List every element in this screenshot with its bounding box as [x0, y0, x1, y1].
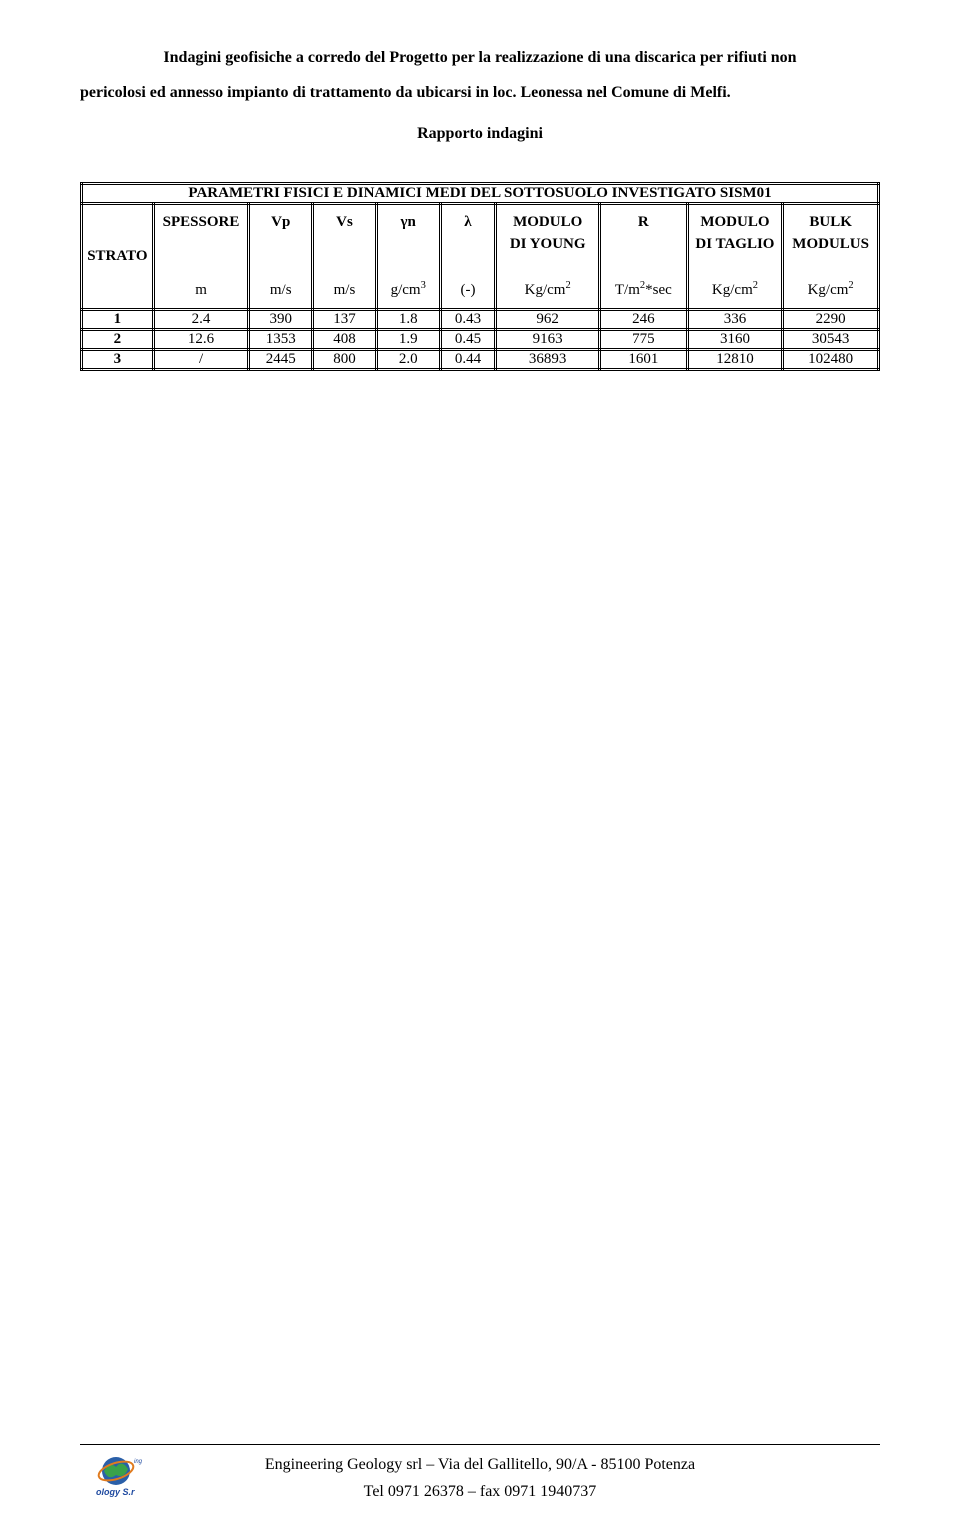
col-lambda-unit: (-) [442, 279, 495, 302]
col-strato-label: STRATO [83, 245, 152, 268]
cell-young: 9163 [496, 329, 600, 349]
cell-vp: 2445 [249, 349, 313, 369]
col-young-label2: DI YOUNG [497, 233, 598, 256]
cell-bulk: 2290 [783, 309, 879, 329]
cell-vs: 800 [313, 349, 377, 369]
table-row: 212.613534081.90.459163775316030543 [82, 329, 879, 349]
cell-vp: 1353 [249, 329, 313, 349]
svg-text:ology S.r: ology S.r [96, 1487, 135, 1497]
document-header: Indagini geofisiche a corredo del Proget… [80, 40, 880, 152]
cell-r: 775 [599, 329, 687, 349]
table-title-row: PARAMETRI FISICI E DINAMICI MEDI DEL SOT… [82, 183, 879, 203]
col-lambda-label: λ [442, 211, 495, 234]
col-strato: STRATO [82, 203, 154, 309]
cell-bulk: 30543 [783, 329, 879, 349]
cell-young: 36893 [496, 349, 600, 369]
cell-gamma_n: 2.0 [376, 349, 440, 369]
cell-taglio: 12810 [687, 349, 783, 369]
col-young-label1: MODULO [497, 211, 598, 234]
header-line-3: Rapporto indagini [80, 116, 880, 151]
cell-spessore: 12.6 [153, 329, 249, 349]
col-vp-label: Vp [250, 211, 311, 234]
cell-vs: 137 [313, 309, 377, 329]
parameters-table-wrap: PARAMETRI FISICI E DINAMICI MEDI DEL SOT… [80, 182, 880, 371]
col-taglio-unit: Kg/cm2 [689, 278, 782, 302]
col-taglio-label2: DI TAGLIO [689, 233, 782, 256]
cell-taglio: 336 [687, 309, 783, 329]
cell-vs: 408 [313, 329, 377, 349]
col-spessore-label: SPESSORE [155, 211, 248, 234]
page-content: Indagini geofisiche a corredo del Proget… [0, 0, 960, 371]
col-vs: Vs m/s [313, 203, 377, 309]
cell-gamma_n: 1.9 [376, 329, 440, 349]
cell-strato: 1 [82, 309, 154, 329]
cell-lambda: 0.43 [440, 309, 496, 329]
col-gamma: γn g/cm3 [376, 203, 440, 309]
col-bulk: BULK MODULUS Kg/cm2 [783, 203, 879, 309]
col-r-label: R [601, 211, 686, 234]
cell-lambda: 0.45 [440, 329, 496, 349]
header-line-1: Indagini geofisiche a corredo del Proget… [80, 40, 880, 75]
table-title: PARAMETRI FISICI E DINAMICI MEDI DEL SOT… [82, 183, 879, 203]
cell-r: 1601 [599, 349, 687, 369]
col-lambda: λ (-) [440, 203, 496, 309]
table-row: 3/24458002.00.4436893160112810102480 [82, 349, 879, 369]
cell-strato: 3 [82, 349, 154, 369]
col-gamma-label: γn [378, 211, 439, 234]
cell-taglio: 3160 [687, 329, 783, 349]
col-r: R T/m2*sec [599, 203, 687, 309]
header-line-2: pericolosi ed annesso impianto di tratta… [80, 75, 880, 110]
col-bulk-label2: MODULUS [784, 233, 877, 256]
cell-spessore: 2.4 [153, 309, 249, 329]
footer-divider [80, 1444, 880, 1445]
company-logo-icon: ing ology S.r [90, 1453, 146, 1499]
svg-text:ing: ing [134, 1459, 143, 1465]
cell-gamma_n: 1.8 [376, 309, 440, 329]
col-vs-label: Vs [314, 211, 375, 234]
col-young-unit: Kg/cm2 [497, 278, 598, 302]
col-r-unit: T/m2*sec [601, 278, 686, 302]
page-footer: ing ology S.r Engineering Geology srl – … [0, 1444, 960, 1505]
col-bulk-label1: BULK [784, 211, 877, 234]
table-row: 12.43901371.80.439622463362290 [82, 309, 879, 329]
col-vp: Vp m/s [249, 203, 313, 309]
col-taglio: MODULO DI TAGLIO Kg/cm2 [687, 203, 783, 309]
col-spessore: SPESSORE m [153, 203, 249, 309]
cell-strato: 2 [82, 329, 154, 349]
parameters-table: PARAMETRI FISICI E DINAMICI MEDI DEL SOT… [80, 182, 880, 371]
col-vs-unit: m/s [314, 279, 375, 302]
col-young: MODULO DI YOUNG Kg/cm2 [496, 203, 600, 309]
cell-r: 246 [599, 309, 687, 329]
col-spessore-unit: m [155, 279, 248, 302]
col-vp-unit: m/s [250, 279, 311, 302]
cell-spessore: / [153, 349, 249, 369]
col-bulk-unit: Kg/cm2 [784, 278, 877, 302]
cell-young: 962 [496, 309, 600, 329]
cell-lambda: 0.44 [440, 349, 496, 369]
col-taglio-label1: MODULO [689, 211, 782, 234]
cell-vp: 390 [249, 309, 313, 329]
cell-bulk: 102480 [783, 349, 879, 369]
col-gamma-unit: g/cm3 [378, 278, 439, 302]
